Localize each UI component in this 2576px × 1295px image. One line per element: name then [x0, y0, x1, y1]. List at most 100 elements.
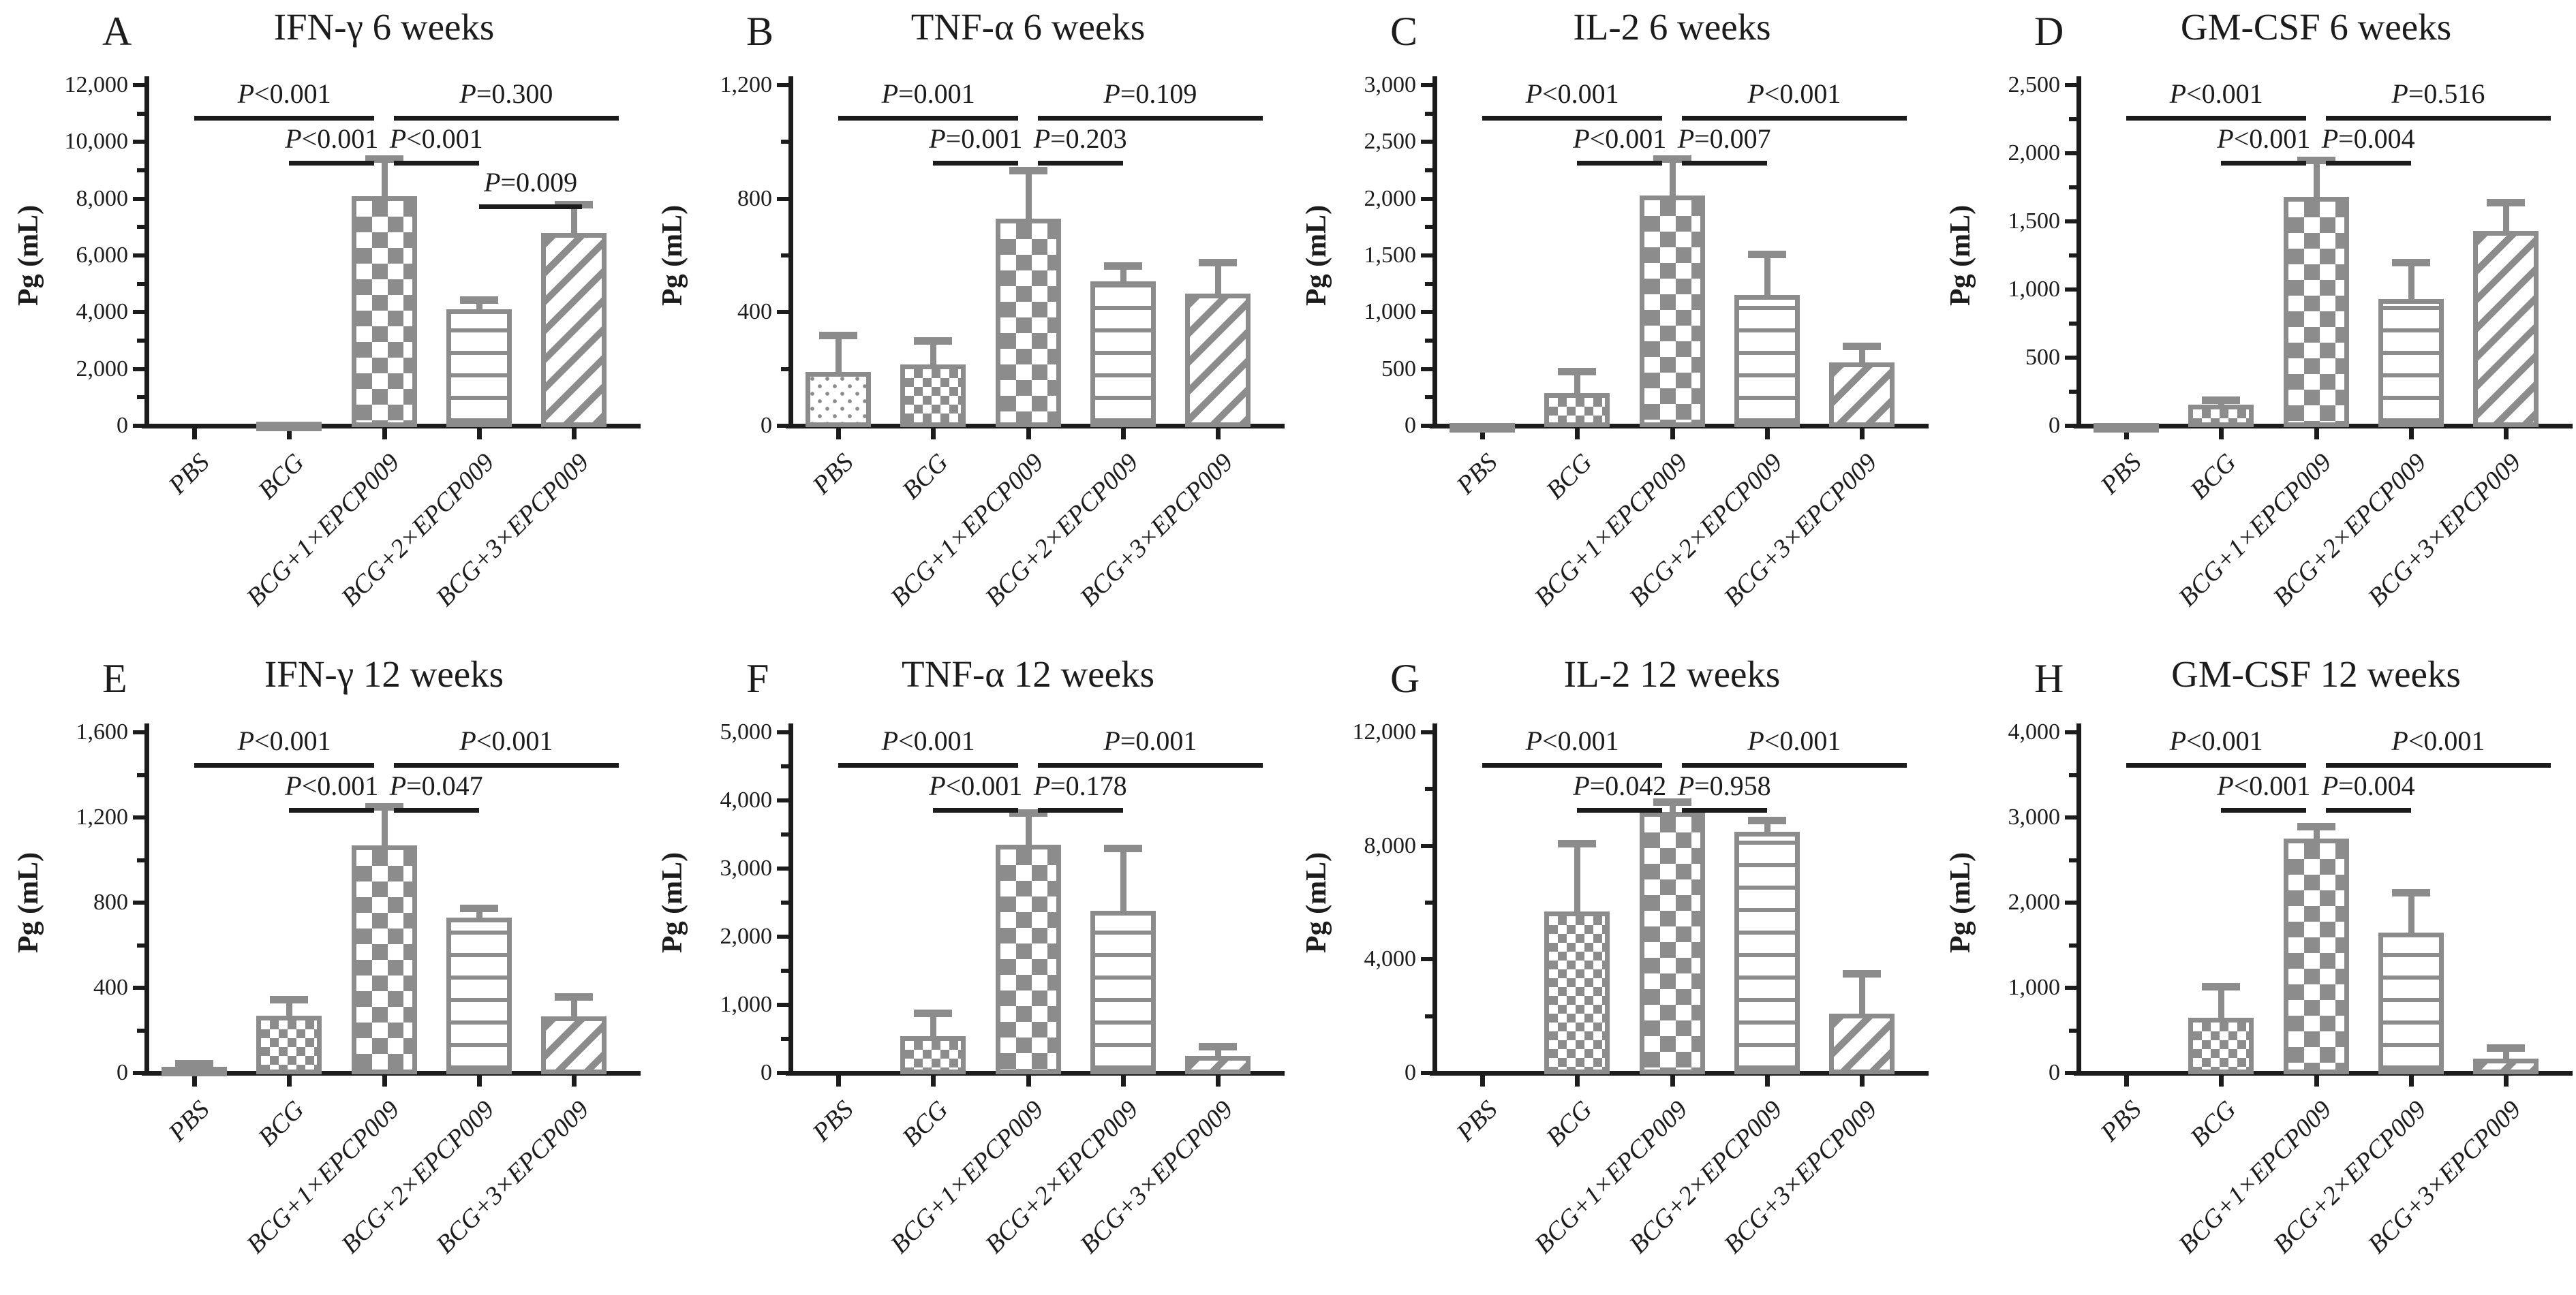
error-bar-stem: [1120, 265, 1126, 284]
y-tick-mark: [2065, 356, 2076, 360]
y-minor-tick-mark: [781, 832, 788, 837]
error-bar-stem: [381, 159, 388, 199]
significance-bracket: [289, 808, 375, 813]
y-tick-mark: [2065, 986, 2076, 990]
p-value-label: P=0.004: [2321, 123, 2415, 154]
y-axis-title: Pg (mL): [657, 204, 688, 307]
y-tick-label: 0: [2049, 1060, 2060, 1085]
y-tick-mark: [2065, 424, 2076, 428]
bar-bcg-3-epcp009: [1829, 1013, 1895, 1074]
bar-bcg-2-epcp009: [2378, 932, 2444, 1074]
y-minor-tick-mark: [781, 140, 788, 144]
p-value-label: P<0.001: [1525, 725, 1619, 756]
x-tick-mark: [1120, 1076, 1126, 1087]
y-tick-label: 400: [93, 975, 128, 1000]
p-value-label: P<0.001: [1573, 123, 1667, 154]
y-minor-tick-mark: [2069, 185, 2076, 189]
bar-bcg-2-epcp009: [1734, 831, 1800, 1074]
x-tick-mark: [2408, 1076, 2414, 1087]
bar-bcg-1-epcp009: [1639, 195, 1705, 427]
p-value-label: P=0.300: [459, 78, 553, 109]
x-tick-mark: [287, 428, 292, 439]
bar-bcg-1-epcp009: [351, 196, 417, 427]
y-minor-tick-mark: [137, 858, 144, 862]
x-tick-mark: [476, 1076, 482, 1087]
error-bar-stem: [2503, 202, 2510, 234]
bar-pbs: [2093, 423, 2159, 433]
x-tick-mark: [2504, 428, 2509, 439]
error-bar-cap: [1103, 845, 1142, 852]
error-bar-cap: [2391, 259, 2430, 266]
x-tick-mark: [835, 1076, 841, 1087]
chart-title: IL-2 6 weeks: [1573, 6, 1771, 48]
bar-bcg-2-epcp009: [446, 917, 512, 1074]
error-bar-cap: [1747, 251, 1786, 259]
significance-bracket: [2325, 116, 2551, 121]
significance-bracket: [393, 808, 479, 813]
error-bar-cap: [1199, 1043, 1238, 1050]
error-bar-stem: [2218, 986, 2225, 1020]
error-bar-stem: [476, 907, 482, 920]
y-tick-mark: [2065, 815, 2076, 820]
x-tick-mark: [1216, 428, 1221, 439]
panel-letter: B: [746, 9, 774, 54]
error-bar-stem: [1025, 170, 1032, 221]
y-tick-label: 1,000: [720, 992, 773, 1017]
error-bar-stem: [1574, 371, 1581, 396]
y-minor-tick-mark: [137, 773, 144, 777]
y-tick-label: 8,000: [76, 185, 129, 211]
y-tick-label: 10,000: [64, 129, 129, 155]
significance-bracket: [1681, 763, 1907, 768]
p-value-label: P=0.047: [389, 770, 483, 801]
y-minor-tick-mark: [2069, 253, 2076, 258]
y-minor-tick-mark: [781, 901, 788, 905]
bar-bcg-1-epcp009: [2283, 197, 2349, 427]
error-bar-stem: [2408, 262, 2414, 302]
x-tick-mark: [287, 1076, 292, 1087]
chart-title: TNF-α 12 weeks: [902, 653, 1154, 695]
error-bar-stem: [1215, 262, 1222, 297]
y-minor-tick-mark: [1425, 281, 1432, 286]
y-tick-mark: [2065, 83, 2076, 87]
bar-pbs: [805, 371, 871, 427]
y-tick-label: 1,200: [76, 805, 129, 830]
y-tick-mark: [777, 1071, 788, 1075]
y-tick-label: 8,000: [1364, 832, 1417, 858]
bar-bcg: [2188, 405, 2254, 427]
error-bar-stem: [1025, 813, 1032, 847]
y-minor-tick-mark: [137, 395, 144, 400]
y-tick-label: 3,000: [2008, 805, 2061, 830]
error-bar-stem: [1669, 802, 1676, 815]
y-tick-mark: [2065, 219, 2076, 223]
error-bar-stem: [1859, 346, 1866, 365]
significance-bracket: [838, 763, 1019, 768]
significance-bracket: [2325, 763, 2551, 768]
panel-letter: E: [102, 656, 127, 701]
error-bar-cap: [1009, 167, 1047, 174]
y-tick-label: 4,000: [720, 787, 773, 813]
significance-bracket: [194, 116, 375, 121]
error-bar-cap: [365, 803, 403, 811]
error-bar-cap: [2202, 396, 2241, 404]
p-value-label: P<0.001: [285, 123, 379, 154]
y-minor-tick-mark: [1425, 787, 1432, 792]
error-bar-cap: [1747, 817, 1786, 825]
y-tick-mark: [1421, 83, 1432, 87]
significance-bracket: [933, 808, 1019, 813]
y-minor-tick-mark: [781, 764, 788, 768]
panel-c: C IL-2 6 weeks Pg (mL) 0 500 1,000 1,500 2,000 2…: [1288, 0, 1932, 648]
x-tick-mark: [931, 428, 936, 439]
y-tick-label: 1,000: [2008, 975, 2061, 1000]
panel-b: B TNF-α 6 weeks Pg (mL) 0 400 800 1,200 PBS BCG B…: [644, 0, 1288, 648]
y-minor-tick-mark: [137, 111, 144, 116]
error-bar-cap: [818, 331, 857, 339]
error-bar-cap: [1558, 839, 1597, 847]
error-bar-cap: [1009, 809, 1047, 817]
bar-bcg: [256, 1015, 322, 1074]
error-bar-cap: [1103, 262, 1142, 270]
chart-title: GM-CSF 6 weeks: [2180, 6, 2452, 48]
y-tick-mark: [133, 310, 144, 315]
y-tick-label: 0: [761, 413, 772, 438]
bar-bcg-3-epcp009: [541, 1016, 607, 1074]
